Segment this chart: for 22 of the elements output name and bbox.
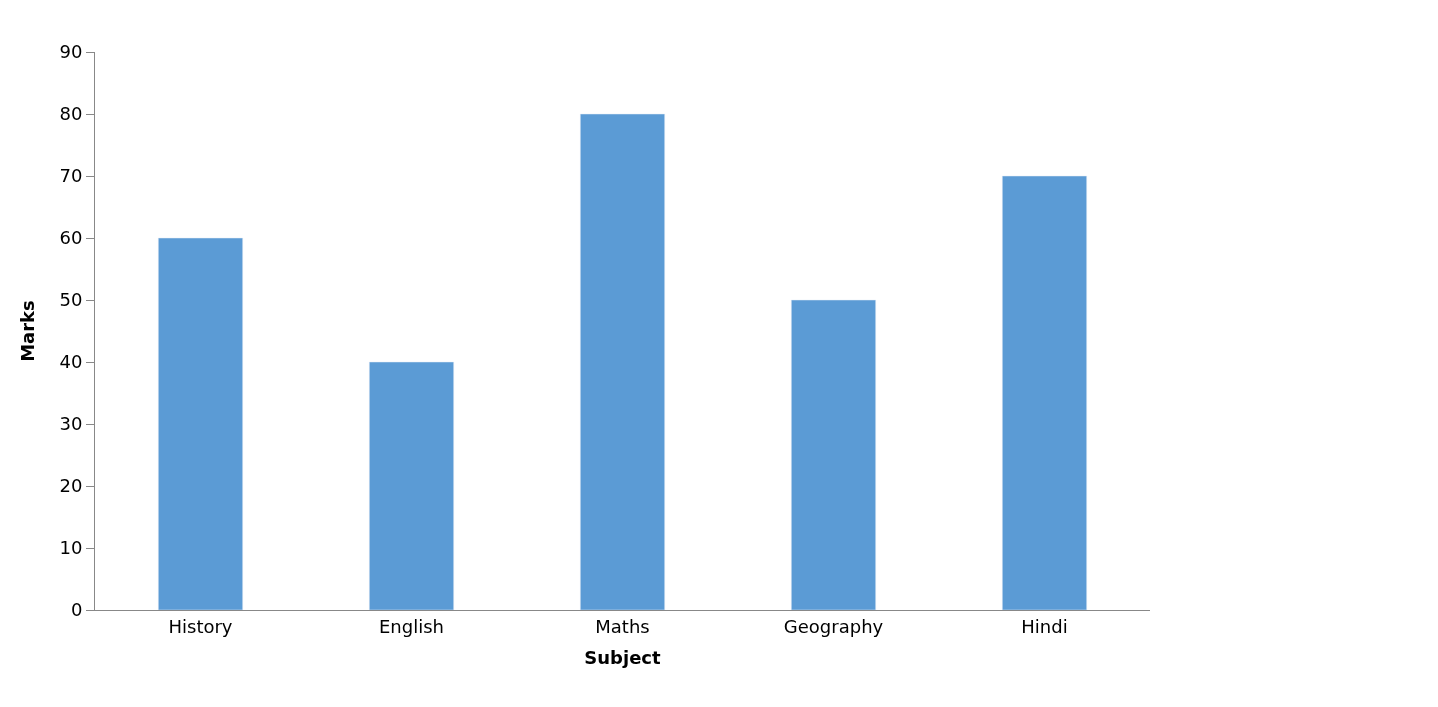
x-tick-label: History bbox=[168, 615, 233, 637]
y-axis-title: Marks bbox=[16, 300, 38, 362]
bar bbox=[158, 237, 243, 610]
x-tick-label: Maths bbox=[595, 615, 650, 637]
x-tick-label: English bbox=[379, 615, 444, 637]
bar bbox=[580, 113, 665, 610]
bar bbox=[791, 299, 876, 610]
y-tick-label: 60 bbox=[59, 227, 83, 249]
y-tick-label: 70 bbox=[59, 165, 83, 187]
y-tick-label: 80 bbox=[59, 103, 83, 125]
y-tick-label: 40 bbox=[59, 351, 83, 373]
x-axis-title: Subject bbox=[584, 646, 662, 668]
y-tick-label: 30 bbox=[59, 413, 83, 435]
y-tick-label: 50 bbox=[59, 289, 83, 311]
x-tick-label: Hindi bbox=[1021, 615, 1068, 637]
y-tick-label: 90 bbox=[59, 41, 83, 63]
y-tick-label: 10 bbox=[59, 537, 83, 559]
y-tick-label: 20 bbox=[59, 475, 83, 497]
x-tick-label: Geography bbox=[783, 615, 884, 637]
bar bbox=[369, 361, 454, 610]
y-tick-label: 0 bbox=[70, 599, 83, 621]
bar bbox=[1002, 175, 1087, 610]
